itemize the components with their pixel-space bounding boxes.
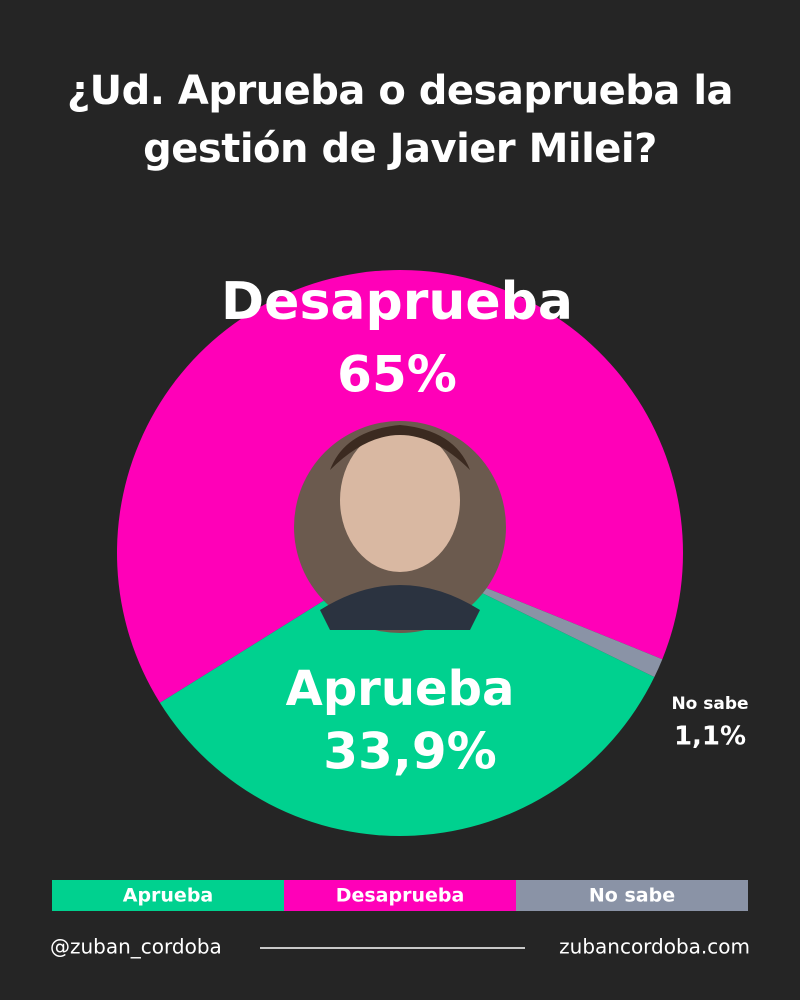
legend-label: No sabe (589, 885, 675, 907)
slice-value-label: 33,9% (323, 723, 496, 781)
footer-website: zubancordoba.com (559, 935, 750, 959)
legend-label: Aprueba (123, 885, 214, 907)
slice-name: No sabe (671, 694, 748, 714)
legend-swatch (284, 880, 516, 911)
chart-title: ¿Ud. Aprueba o desaprueba la gestión de … (66, 68, 734, 172)
legend-label: Desaprueba (336, 885, 465, 907)
slice-value-label: 1,1% (674, 722, 746, 752)
photo-hair (330, 425, 470, 470)
photo-suit (320, 585, 480, 630)
slice-name: Aprueba (286, 661, 515, 717)
footer-handle: @zuban_cordoba (50, 935, 222, 959)
legend-swatch (52, 880, 284, 911)
slice-value-label: 65% (337, 346, 457, 404)
pie-slice (159, 553, 655, 837)
slice-name: Desaprueba (221, 272, 573, 332)
photo-face (340, 428, 460, 572)
legend-swatch (516, 880, 748, 911)
labels: Aprueba 33,9% Desaprueba 65% No sabe 1,1% (221, 272, 749, 781)
legend: Aprueba Desaprueba No sabe (52, 880, 748, 911)
